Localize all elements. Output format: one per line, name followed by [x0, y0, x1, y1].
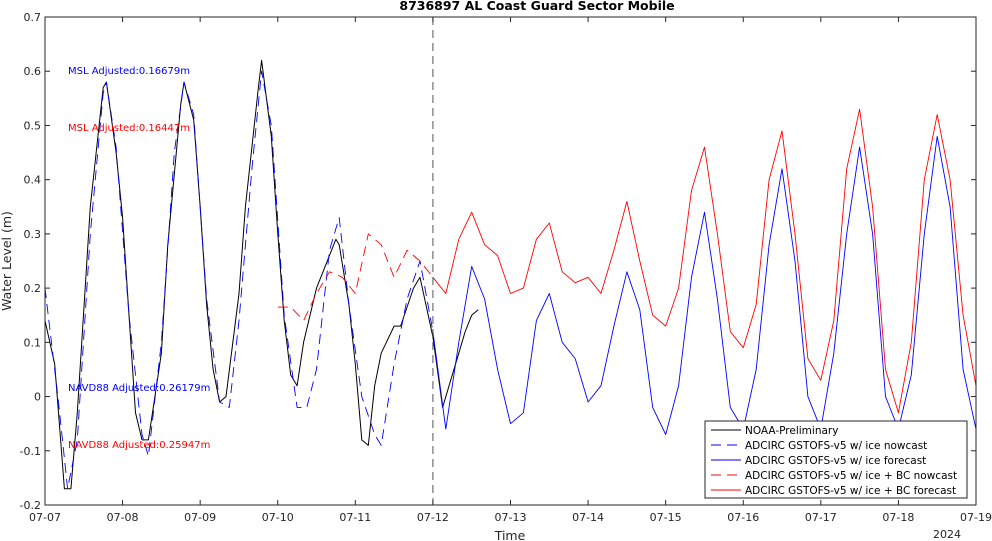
x-tick-label: 07-13	[495, 511, 527, 524]
x-axis-label: Time	[494, 528, 526, 541]
annotations-layer: MSL Adjusted:0.16679m MSL Adjusted:0.1644…	[68, 66, 210, 451]
x-tick-label: 07-11	[339, 511, 371, 524]
y-tick-label: -0.1	[20, 445, 41, 458]
legend-entry: ADCIRC GSTOFS-v5 w/ ice + BC forecast	[745, 485, 956, 497]
y-tick-label: 0.5	[24, 119, 42, 132]
legend: NOAA-Preliminary ADCIRC GSTOFS-v5 w/ ice …	[704, 420, 968, 499]
x-tick-label: 07-12	[417, 511, 449, 524]
series-line-1	[45, 59, 479, 490]
y-tick-label: 0.2	[24, 282, 42, 295]
x-tick-label: 07-19	[960, 511, 992, 524]
datum-annotation: MSL Adjusted:0.16679m	[68, 66, 190, 77]
x-tick-label: 07-18	[882, 511, 914, 524]
y-tick-label: 0.4	[24, 174, 42, 187]
x-tick-label: 07-16	[727, 511, 759, 524]
x-tick-label: 07-09	[184, 511, 216, 524]
datum-annotation: NAVD88 Adjusted:0.26179m	[68, 383, 210, 394]
x-tick-label: 07-07	[29, 511, 61, 524]
y-tick-label: 0.6	[24, 65, 42, 78]
legend-entry: ADCIRC GSTOFS-v5 w/ ice forecast	[745, 455, 926, 467]
x-tick-label: 07-14	[572, 511, 604, 524]
x-tick-label: 07-17	[805, 511, 837, 524]
legend-entry: ADCIRC GSTOFS-v5 w/ ice + BC nowcast	[745, 470, 957, 482]
y-axis-label: Water Level (m)	[0, 211, 14, 311]
y-tick-label: -0.2	[20, 499, 41, 512]
datum-annotation: MSL Adjusted:0.16447m	[68, 123, 190, 134]
series-line-2	[45, 70, 434, 490]
y-tick-label: 0.1	[24, 336, 42, 349]
chart-title: 8736897 AL Coast Guard Sector Mobile	[399, 0, 674, 13]
y-tick-label: 0.7	[24, 11, 42, 24]
x-tick-label: 07-10	[262, 511, 294, 524]
datum-annotation: NAVD88 Adjusted:0.25947m	[68, 440, 210, 451]
series-layer	[45, 59, 976, 490]
legend-entry: ADCIRC GSTOFS-v5 w/ ice nowcast	[745, 440, 927, 452]
x-tick-label: 07-15	[650, 511, 682, 524]
series-line-5	[432, 108, 976, 414]
year-label: 2024	[933, 528, 961, 541]
x-tick-label: 07-08	[107, 511, 139, 524]
y-tick-label: 0.3	[24, 228, 42, 241]
y-tick-label: 0	[34, 391, 41, 404]
x-axis: 07-07 07-08 07-09 07-10 07-11 07-12 07-13 07-14…	[29, 17, 992, 524]
legend-box	[704, 420, 968, 499]
y-axis: -0.2 -0.1 0 0.1 0.2 0.3 0.4 0.5 0.6 0.7	[20, 11, 976, 512]
series-line-3	[432, 135, 976, 435]
series-line-4	[277, 233, 434, 322]
legend-entry: NOAA-Preliminary	[745, 425, 838, 437]
